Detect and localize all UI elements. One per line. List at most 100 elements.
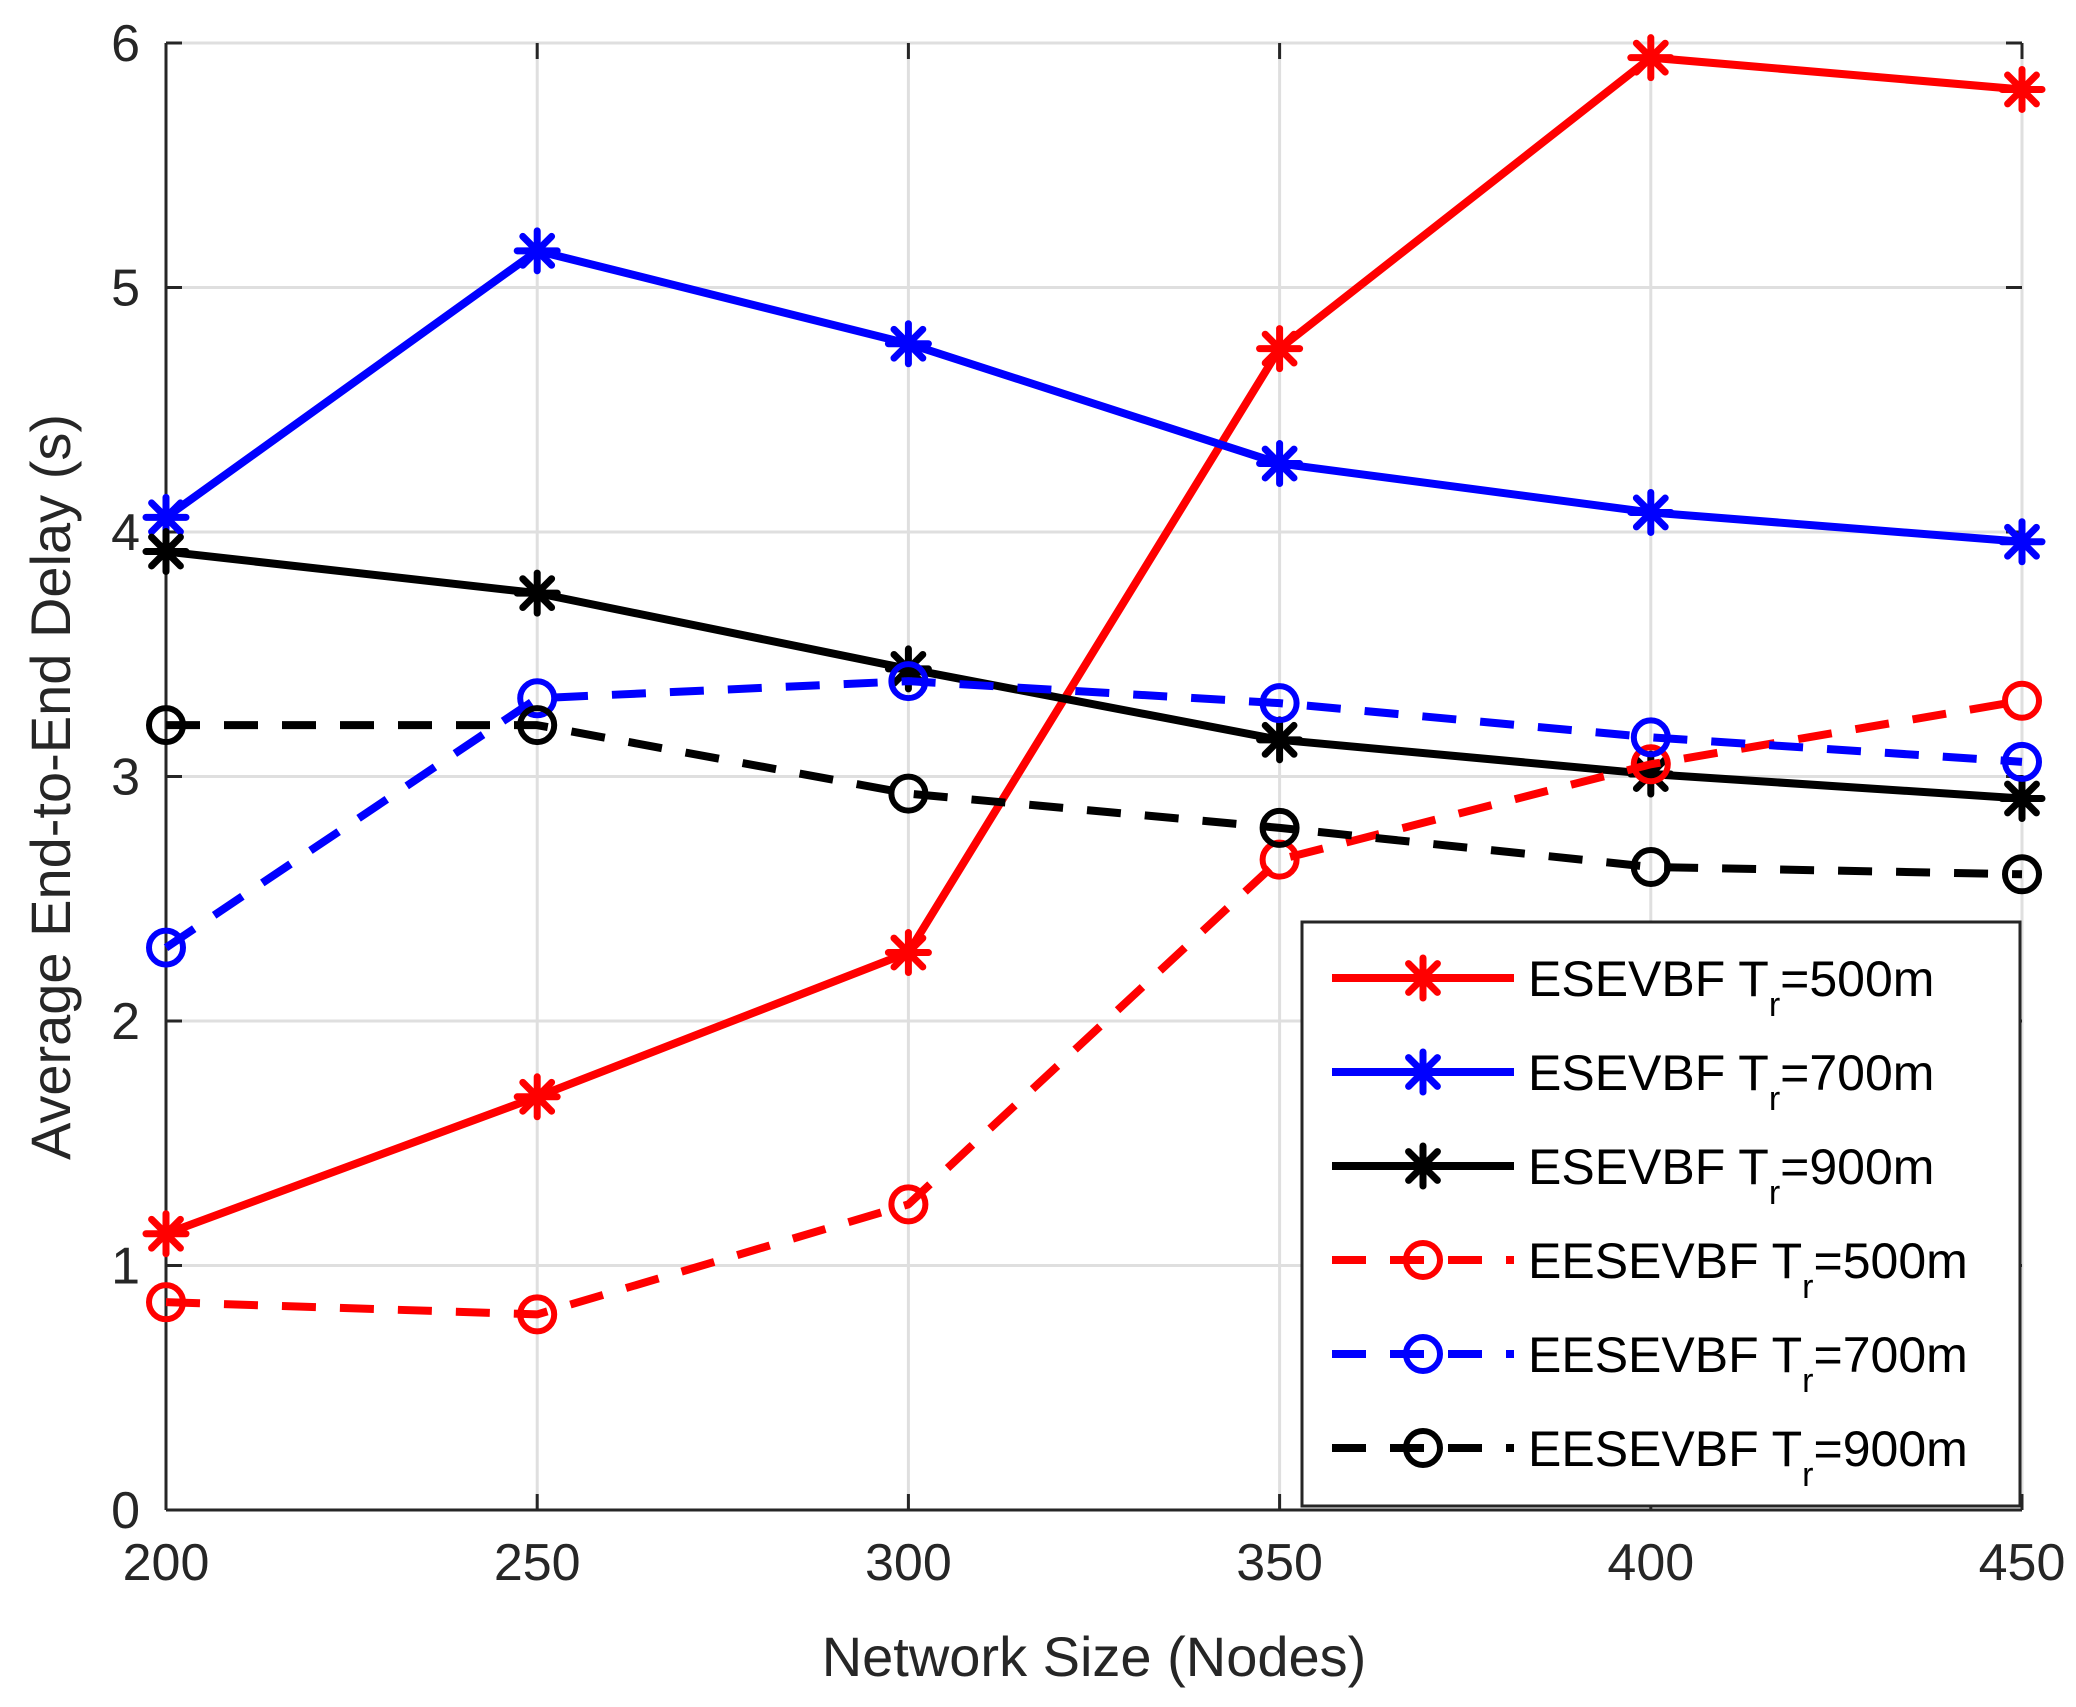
- legend-entry: EESEVBF Tr=500m: [1332, 1233, 1968, 1306]
- legend-label-tail: =500m: [1814, 1233, 1968, 1289]
- data-point: [2002, 741, 2042, 782]
- series-line: [163, 246, 2023, 546]
- legend-label-main: EESEVBF T: [1528, 1327, 1802, 1383]
- data-point: [1630, 846, 1671, 887]
- y-tick-label: 3: [111, 749, 140, 807]
- x-axis-title: Network Size (Nodes): [822, 1625, 1367, 1688]
- legend-label: ESEVBF Tr=500m: [1528, 951, 1934, 1024]
- legend-label-tail: =700m: [1780, 1045, 1934, 1101]
- series-6: [146, 705, 2042, 895]
- legend-marker: [1399, 1142, 1447, 1190]
- y-axis-title: Average End-to-End Delay (s): [19, 414, 82, 1160]
- data-point: [1630, 744, 1671, 785]
- legend-entry: EESEVBF Tr=700m: [1332, 1327, 1968, 1400]
- legend-label: EESEVBF Tr=900m: [1528, 1421, 1968, 1494]
- legend-label: EESEVBF Tr=700m: [1528, 1327, 1968, 1400]
- data-point: [1998, 518, 2046, 566]
- data-point: [1627, 34, 1675, 82]
- series-line: [163, 677, 2023, 951]
- axes: 200 250 300 350 400 450 0 1 2 3 4 5 6: [111, 15, 2065, 1592]
- marker-stroke: [519, 575, 556, 612]
- legend-label-main: EESEVBF T: [1528, 1233, 1802, 1289]
- legend-marker: [1403, 1334, 1443, 1374]
- data-point: [517, 1294, 558, 1335]
- marker-stroke: [2004, 780, 2040, 817]
- legend-marker: [1403, 1428, 1443, 1468]
- data-point: [888, 661, 929, 702]
- data-point: [2002, 680, 2042, 721]
- data-point: [513, 1073, 561, 1121]
- data-point: [1627, 488, 1675, 536]
- marker-stroke: [1405, 1054, 1441, 1090]
- data-point: [2002, 854, 2042, 895]
- legend-label-sub: r: [1802, 1268, 1813, 1306]
- x-tick-label: 450: [1979, 1534, 2066, 1592]
- legend-label-main: ESEVBF T: [1528, 1045, 1769, 1101]
- marker-stroke: [1405, 960, 1441, 996]
- legend-label-main: EESEVBF T: [1528, 1421, 1802, 1477]
- data-point: [513, 569, 561, 617]
- data-point: [1998, 775, 2046, 823]
- data-point: [888, 1184, 929, 1225]
- x-tick-label: 350: [1236, 1534, 1323, 1592]
- data-point: [884, 929, 932, 977]
- marker-stroke: [1261, 330, 1298, 367]
- data-point: [142, 528, 190, 576]
- y-tick-label: 1: [111, 1238, 140, 1296]
- legend-label-tail: =500m: [1780, 951, 1934, 1007]
- legend-entry: ESEVBF Tr=900m: [1332, 1139, 1934, 1212]
- data-point: [146, 1282, 186, 1323]
- data-point: [884, 320, 932, 368]
- legend-label-tail: =900m: [1780, 1139, 1934, 1195]
- marker-stroke: [1632, 494, 1669, 531]
- marker-stroke: [890, 651, 927, 687]
- marker-stroke: [148, 499, 184, 536]
- legend-entry: EESEVBF Tr=900m: [1332, 1421, 1968, 1494]
- y-tick-label: 6: [111, 15, 140, 73]
- marker-stroke: [890, 934, 927, 971]
- legend-label-sub: r: [1769, 1080, 1780, 1118]
- data-point: [142, 1210, 190, 1258]
- marker-stroke: [519, 1078, 556, 1115]
- legend-label-sub: r: [1802, 1362, 1813, 1400]
- y-tick-label: 0: [111, 1482, 140, 1540]
- y-tick-label: 4: [111, 504, 140, 562]
- legend-entry: ESEVBF Tr=500m: [1332, 951, 1934, 1024]
- x-tick-label: 400: [1607, 1534, 1694, 1592]
- legend-marker: [1399, 1048, 1447, 1096]
- x-tick-label: 200: [123, 1534, 210, 1592]
- data-point: [517, 678, 558, 719]
- legend-entry: ESEVBF Tr=700m: [1332, 1045, 1934, 1118]
- legend-label-sub: r: [1802, 1456, 1813, 1494]
- series-line: [165, 696, 2023, 1319]
- data-point: [1259, 807, 1300, 848]
- series-4: [146, 680, 2042, 1335]
- legend-box: [1300, 920, 2022, 1508]
- data-point: [146, 705, 186, 746]
- series-group: [142, 34, 2046, 1335]
- y-tick-label: 2: [111, 993, 140, 1051]
- data-point: [1630, 717, 1671, 758]
- data-point: [1256, 440, 1304, 488]
- legend-label: ESEVBF Tr=700m: [1528, 1045, 1934, 1118]
- legend-marker: [1399, 954, 1447, 1002]
- x-tick-label: 250: [494, 1534, 581, 1592]
- marker-stroke: [890, 325, 927, 362]
- series-line: [166, 721, 2023, 879]
- marker-stroke: [2004, 71, 2040, 108]
- legend-label-main: ESEVBF T: [1528, 1139, 1769, 1195]
- data-point: [1998, 65, 2046, 113]
- data-point: [146, 927, 186, 968]
- legend-label-tail: =700m: [1814, 1327, 1968, 1383]
- marker-stroke: [148, 533, 184, 570]
- series-line: [165, 547, 2023, 803]
- legend-label-tail: =900m: [1814, 1421, 1968, 1477]
- legend-label-main: ESEVBF T: [1528, 951, 1769, 1007]
- legend-label-sub: r: [1769, 986, 1780, 1024]
- series-5: [146, 661, 2042, 968]
- marker-stroke: [1632, 39, 1669, 76]
- data-point: [1259, 683, 1300, 724]
